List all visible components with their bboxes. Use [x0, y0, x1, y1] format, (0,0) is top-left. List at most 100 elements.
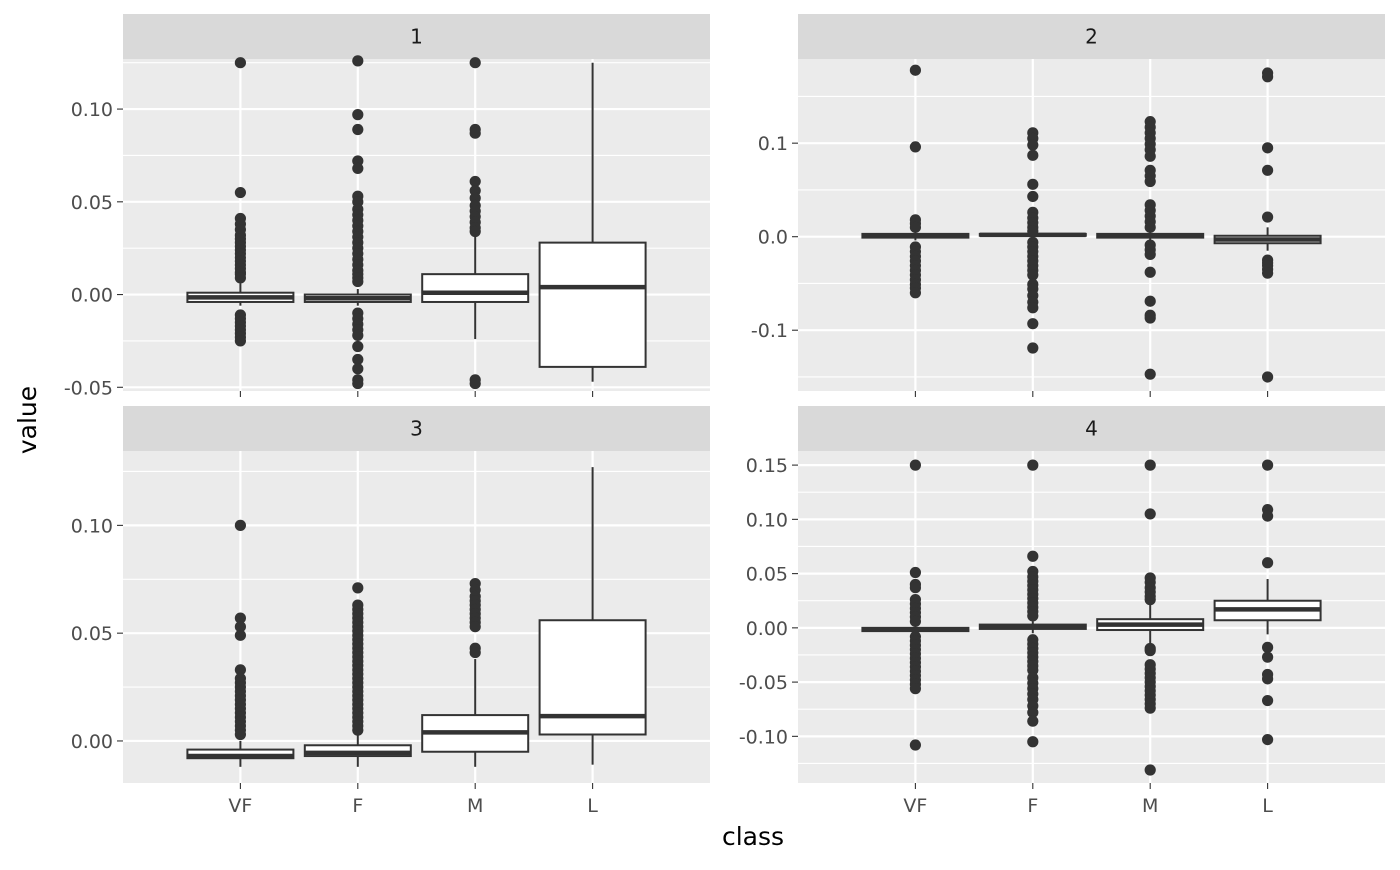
- boxplot-F: [978, 459, 1087, 748]
- outlier-point: [1144, 702, 1156, 714]
- outlier-point: [1262, 71, 1274, 83]
- outlier-point: [469, 621, 481, 633]
- y-tick-label: -0.05: [64, 377, 113, 399]
- boxplot-L: [538, 467, 647, 765]
- boxplot-L: [1213, 459, 1322, 746]
- x-tick-label: F: [1027, 795, 1038, 817]
- x-tick-label: L: [587, 795, 598, 817]
- outlier-point: [1262, 510, 1274, 522]
- boxplot-M: [421, 57, 530, 390]
- outlier-point: [469, 57, 481, 69]
- outlier-point: [1027, 706, 1039, 719]
- y-tick-label: 0.00: [71, 731, 113, 753]
- y-tick-label: 0.05: [746, 564, 788, 586]
- boxplot-VF: [186, 57, 295, 347]
- outlier-point: [352, 363, 364, 375]
- y-tick-label: 0.0: [758, 227, 788, 249]
- outlier-point: [352, 340, 364, 353]
- outlier-point: [1144, 508, 1156, 520]
- y-tick-label: -0.05: [739, 672, 788, 694]
- boxplot-F: [303, 582, 412, 767]
- outlier-point: [1027, 190, 1039, 203]
- outlier-point: [1027, 342, 1039, 354]
- boxplot-M: [1096, 116, 1205, 380]
- outlier-point: [909, 739, 922, 751]
- outlier-point: [352, 275, 364, 288]
- outlier-point: [909, 683, 922, 695]
- boxplot-VF: [186, 519, 295, 767]
- outlier-point: [234, 272, 246, 284]
- outlier-point: [1027, 459, 1039, 471]
- outlier-point: [1027, 550, 1039, 562]
- boxplot-VF: [861, 459, 970, 751]
- outlier-point: [909, 141, 922, 153]
- outlier-point: [1027, 610, 1039, 622]
- facet-strip-label: 1: [410, 25, 423, 49]
- outlier-point: [909, 287, 922, 299]
- boxplot-L: [1213, 67, 1322, 383]
- y-tick-label: 0.1: [758, 133, 788, 155]
- facet-panel-4: 4 -0.10 -0.05 0.00 0.05 0.10 0.15 VF F M L: [739, 406, 1385, 817]
- outlier-point: [1262, 673, 1274, 685]
- outlier-point: [909, 221, 922, 233]
- outlier-point: [1027, 302, 1039, 314]
- outlier-point: [1027, 139, 1039, 151]
- outlier-point: [234, 186, 246, 199]
- outlier-point: [1027, 269, 1039, 281]
- outlier-point: [1144, 368, 1156, 380]
- x-axis-title: class: [722, 822, 784, 851]
- y-tick-label: 0.00: [71, 285, 113, 307]
- outlier-point: [1144, 295, 1156, 307]
- y-tick-label: 0.10: [71, 99, 113, 121]
- outlier-point: [352, 123, 364, 136]
- outlier-point: [352, 55, 364, 67]
- outlier-point: [1027, 225, 1039, 237]
- outlier-point: [1027, 736, 1039, 748]
- outlier-point: [469, 127, 481, 139]
- outlier-point: [1262, 651, 1274, 663]
- outlier-point: [234, 612, 246, 624]
- facet-panel-3: 3 0.00 0.05 0.10 VF F M L: [71, 406, 710, 817]
- outlier-point: [909, 566, 922, 579]
- outlier-point: [1027, 318, 1039, 330]
- x-tick-label: VF: [903, 795, 927, 817]
- y-tick-label: 0.10: [71, 515, 113, 537]
- outlier-point: [1262, 459, 1274, 471]
- outlier-point: [352, 377, 364, 390]
- outlier-point: [1262, 211, 1274, 223]
- outlier-point: [1262, 641, 1274, 653]
- outlier-point: [352, 162, 364, 175]
- y-tick-label: 0.00: [746, 618, 788, 640]
- outlier-point: [1262, 694, 1274, 707]
- boxplot-M: [1096, 459, 1205, 776]
- boxplot-F: [978, 127, 1087, 354]
- y-tick-label: 0.15: [746, 455, 788, 477]
- outlier-point: [234, 335, 246, 347]
- facet-panel-1: 1 -0.05 0.00 0.05 0.10: [64, 14, 710, 399]
- outlier-point: [1144, 594, 1156, 606]
- outlier-point: [352, 724, 364, 736]
- outlier-point: [352, 353, 364, 366]
- outlier-point: [469, 377, 481, 390]
- outlier-point: [469, 225, 481, 238]
- outlier-point: [1144, 175, 1156, 188]
- facet-strip: [798, 406, 1385, 451]
- x-tick-label: M: [467, 795, 483, 817]
- box-iqr: [538, 241, 647, 368]
- x-tick-label: F: [352, 795, 363, 817]
- outlier-point: [234, 728, 246, 741]
- outlier-point: [1262, 557, 1274, 569]
- facet-panel-2: 2 -0.1 0.0 0.1: [751, 14, 1385, 397]
- outlier-point: [1144, 459, 1156, 471]
- outlier-point: [1144, 764, 1156, 776]
- outlier-point: [1262, 267, 1274, 279]
- box-iqr: [421, 273, 530, 303]
- facet-strip: [123, 406, 710, 451]
- boxplot-L: [538, 62, 647, 382]
- boxplot-VF: [861, 64, 970, 299]
- y-tick-label: 0.05: [71, 623, 113, 645]
- x-tick-label: M: [1142, 795, 1158, 817]
- facet-strip: [123, 14, 710, 59]
- y-tick-label: -0.1: [751, 320, 788, 342]
